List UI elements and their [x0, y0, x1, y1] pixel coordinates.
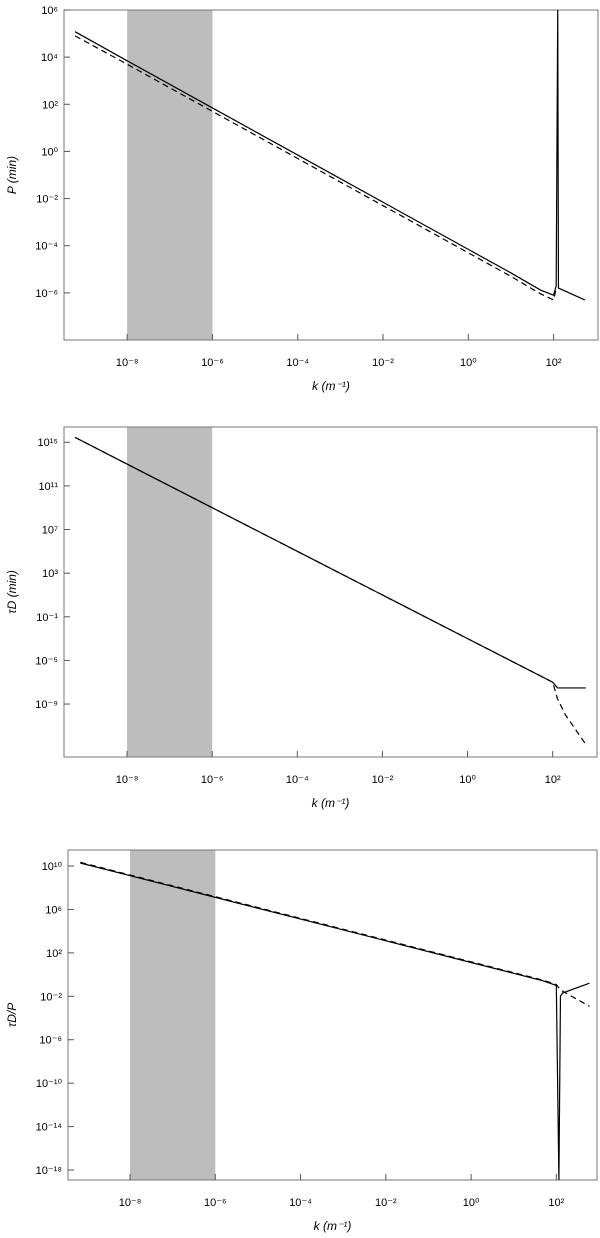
shaded-region [130, 850, 216, 1180]
panel: 10⁻⁸ 10⁻⁶ 10⁻⁴ 10⁻² 10⁰ 10² 10⁻⁹ 10⁻⁵ 10⁻¹ 10³ 10⁷… [5, 426, 598, 810]
x-tick-label: 10⁻² [372, 357, 394, 369]
shaded-region [127, 10, 213, 340]
y-tick-label: 10¹⁰ [42, 861, 63, 873]
panel: 10⁻⁸ 10⁻⁶ 10⁻⁴ 10⁻² 10⁰ 10² 10⁻¹⁸ 10⁻¹⁴ 10⁻¹⁰ 10⁻… [5, 849, 598, 1233]
x-tick-label: 10⁻⁶ [201, 774, 224, 786]
plot-frame [67, 849, 598, 1181]
y-tick-label: 10² [42, 99, 58, 111]
y-tick-label: 10⁻⁵ [35, 655, 58, 667]
x-tick-label: 10⁻⁸ [116, 774, 139, 786]
x-axis-label: k (m⁻¹) [312, 796, 350, 810]
x-axis-label: k (m⁻¹) [312, 379, 350, 393]
x-tick-label: 10² [546, 357, 562, 369]
y-axis-label: P (min) [5, 156, 19, 194]
y-tick-label: 10⁻⁶ [39, 1035, 62, 1047]
y-axis-label: τD (min) [5, 570, 19, 614]
x-tick-label: 10⁰ [460, 357, 477, 369]
y-tick-label: 10² [46, 948, 62, 960]
y-tick-label: 10⁻¹⁴ [36, 1122, 63, 1134]
x-tick-label: 10⁻⁸ [116, 357, 139, 369]
y-tick-label: 10⁻¹⁸ [36, 1165, 62, 1177]
data-line [74, 35, 557, 301]
data-line [74, 10, 586, 301]
x-tick-label: 10⁰ [463, 1197, 480, 1209]
y-tick-label: 10⁻² [36, 194, 58, 206]
data-line [80, 861, 590, 1007]
data-line [80, 862, 590, 1180]
y-tick-label: 10⁻⁹ [35, 699, 58, 711]
y-tick-label: 10⁻² [40, 991, 62, 1003]
y-axis-label: τD/P [5, 1003, 19, 1028]
y-tick-label: 10¹⁵ [38, 437, 58, 449]
data-line [74, 436, 587, 745]
x-tick-label: 10⁻⁴ [289, 1197, 312, 1209]
x-axis-label: k (m⁻¹) [314, 1219, 352, 1233]
x-tick-label: 10⁻⁴ [286, 357, 309, 369]
y-tick-label: 10⁷ [42, 525, 58, 537]
y-tick-label: 10⁶ [45, 904, 62, 916]
plot-frame [63, 9, 599, 341]
x-tick-label: 10² [548, 1197, 564, 1209]
x-tick-label: 10⁰ [459, 774, 476, 786]
y-tick-label: 10⁻⁶ [35, 288, 58, 300]
y-tick-label: 10⁶ [41, 5, 58, 17]
x-tick-label: 10⁻² [375, 1197, 397, 1209]
plot-frame [63, 426, 598, 758]
shaded-region [127, 427, 213, 757]
y-tick-label: 10⁻⁴ [35, 241, 58, 253]
y-tick-label: 10³ [42, 568, 58, 580]
y-tick-label: 10⁻¹ [36, 612, 58, 624]
y-tick-label: 10⁻¹⁰ [36, 1078, 63, 1090]
x-tick-label: 10⁻⁶ [201, 357, 224, 369]
panel: 10⁻⁸ 10⁻⁶ 10⁻⁴ 10⁻² 10⁰ 10² 10⁻⁶ 10⁻⁴ 10⁻² 10⁰ 10²… [5, 5, 599, 393]
x-tick-label: 10⁻⁶ [204, 1197, 227, 1209]
x-tick-label: 10⁻⁴ [286, 774, 309, 786]
x-tick-label: 10⁻² [372, 774, 394, 786]
x-tick-label: 10⁻⁸ [119, 1197, 142, 1209]
y-tick-label: 10⁴ [41, 52, 58, 64]
y-tick-label: 10¹¹ [38, 481, 58, 493]
y-tick-label: 10⁰ [41, 146, 58, 158]
x-tick-label: 10² [545, 774, 561, 786]
